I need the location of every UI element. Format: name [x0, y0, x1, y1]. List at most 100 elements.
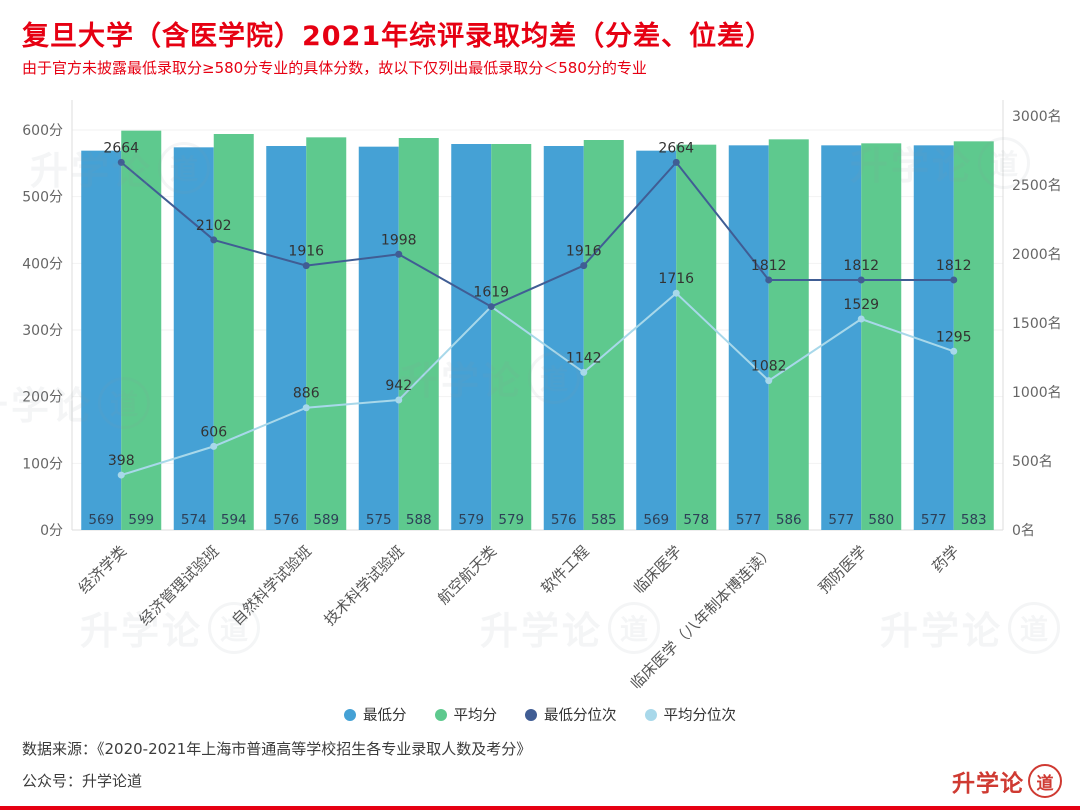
- bar-avg-score: [676, 144, 717, 530]
- bar-value-label: 579: [458, 512, 484, 528]
- brand-logo-text: 升学论: [952, 771, 1024, 797]
- bar-avg-score: [861, 143, 902, 531]
- point-value-label: 1716: [658, 271, 694, 287]
- category-label: 航空航天类: [434, 542, 500, 608]
- left-axis-tick-label: 400分: [22, 256, 63, 272]
- right-axis-tick-label: 500名: [1012, 454, 1053, 470]
- bar-value-label: 575: [366, 512, 392, 528]
- point-value-label: 1142: [566, 350, 602, 366]
- bar-value-label: 569: [643, 512, 669, 528]
- bar-value-label: 580: [868, 512, 894, 528]
- point-value-label: 942: [385, 378, 412, 394]
- line-point: [395, 250, 403, 258]
- point-value-label: 1916: [566, 244, 602, 260]
- line-point: [395, 396, 403, 404]
- point-value-label: 1619: [473, 285, 509, 301]
- legend-item-avg-score: 平均分: [434, 704, 498, 725]
- point-value-label: 2664: [103, 140, 139, 156]
- legend-item-min-score: 最低分: [344, 704, 407, 725]
- right-axis-tick-label: 1500名: [1012, 316, 1062, 332]
- bar-avg-score: [306, 137, 347, 531]
- bar-avg-score: [583, 140, 624, 530]
- line-point: [117, 158, 125, 166]
- bar-value-label: 579: [498, 512, 524, 528]
- legend-dot-min-rank: [525, 708, 537, 721]
- legend-item-avg-rank: 平均分位次: [644, 704, 737, 725]
- point-value-label: 398: [108, 453, 135, 469]
- point-value-label: 2664: [658, 140, 694, 156]
- wechat-account: 公众号：升学论道: [22, 772, 143, 790]
- line-point: [302, 404, 310, 412]
- point-value-label: 1529: [843, 297, 879, 313]
- line-point: [210, 236, 218, 244]
- left-axis-tick-label: 300分: [22, 323, 63, 339]
- line-point: [672, 289, 680, 297]
- point-value-label: 886: [293, 386, 320, 402]
- bar-avg-score: [491, 144, 532, 530]
- line-point: [580, 262, 588, 270]
- category-label: 经济管理试验班: [136, 542, 223, 629]
- left-axis-tick-label: 600分: [22, 123, 63, 139]
- bar-avg-score: [121, 130, 162, 530]
- legend-label: 平均分: [453, 708, 498, 724]
- line-point: [210, 442, 218, 450]
- page-subtitle: 由于官方未披露最低录取分≥580分专业的具体分数，故以下仅列出最低录取分＜580…: [22, 59, 647, 77]
- page-title: 复旦大学（含医学院）2021年综评录取均差（分差、位差）: [22, 21, 774, 52]
- bar-value-label: 569: [88, 512, 114, 528]
- bar-min-score: [821, 145, 862, 531]
- bar-value-label: 599: [128, 512, 154, 528]
- line-point: [302, 262, 310, 270]
- legend-item-min-rank: 最低分位次: [525, 704, 617, 725]
- bar-value-label: 585: [591, 512, 617, 528]
- left-axis-tick-label: 0分: [40, 523, 63, 539]
- legend-label: 平均分位次: [663, 708, 737, 724]
- bar-value-label: 574: [181, 512, 207, 528]
- bar-value-label: 576: [551, 512, 577, 528]
- chart-legend: 最低分 平均分 最低分位次 平均分位次: [0, 704, 1080, 725]
- category-label: 软件工程: [537, 542, 592, 597]
- right-axis-tick-label: 1000名: [1012, 385, 1062, 401]
- bar-min-score: [173, 147, 214, 531]
- point-value-label: 2102: [196, 218, 232, 234]
- point-value-label: 1812: [936, 258, 972, 274]
- bar-min-score: [451, 144, 492, 530]
- point-value-label: 606: [200, 424, 227, 440]
- category-label: 经济学类: [75, 542, 130, 597]
- left-axis-tick-label: 500分: [22, 190, 63, 206]
- category-label: 药学: [929, 542, 963, 576]
- bar-value-label: 594: [221, 512, 247, 528]
- bar-min-score: [636, 150, 677, 530]
- bar-avg-score: [398, 138, 439, 530]
- bar-value-label: 586: [776, 512, 802, 528]
- bar-value-label: 576: [273, 512, 299, 528]
- line-point: [950, 347, 958, 355]
- line-point: [950, 276, 958, 284]
- point-value-label: 1812: [843, 258, 879, 274]
- bar-avg-score: [768, 139, 809, 531]
- line-avg-rank: [120, 291, 955, 477]
- brand-logo: 升学论 道: [952, 764, 1062, 798]
- point-value-label: 1295: [936, 329, 972, 345]
- left-axis-tick-label: 200分: [22, 390, 63, 406]
- point-value-label: 1082: [751, 359, 787, 375]
- line-point: [672, 158, 680, 166]
- bar-value-label: 583: [961, 512, 987, 528]
- bar-min-score: [81, 150, 122, 530]
- line-point: [857, 276, 865, 284]
- category-label: 自然科学试验班: [228, 542, 315, 629]
- line-point: [487, 303, 495, 311]
- left-axis-tick-label: 100分: [22, 456, 63, 472]
- bar-value-label: 577: [921, 512, 947, 528]
- legend-dot-avg-rank: [644, 708, 657, 721]
- right-axis-tick-label: 2000名: [1012, 247, 1062, 263]
- category-label: 临床医学: [630, 542, 685, 597]
- bar-avg-score: [213, 134, 254, 530]
- point-value-label: 1916: [288, 244, 324, 260]
- legend-label: 最低分位次: [544, 708, 617, 724]
- line-point: [580, 368, 588, 376]
- bar-avg-score: [953, 141, 994, 531]
- bar-value-label: 577: [736, 512, 762, 528]
- bar-value-label: 578: [683, 512, 709, 528]
